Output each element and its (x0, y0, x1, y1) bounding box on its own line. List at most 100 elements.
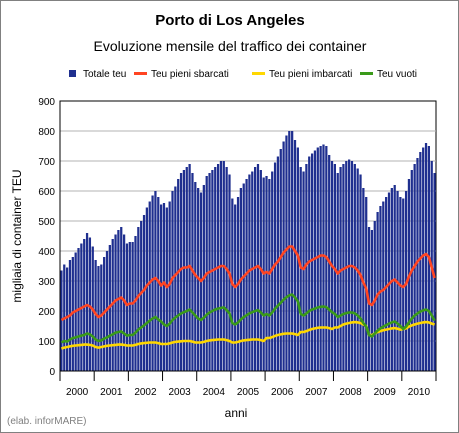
y-tick-label: 500 (38, 217, 55, 228)
x-tick-label: 2009 (374, 387, 397, 398)
bar-totale-teu (282, 141, 285, 371)
chart-title: Porto di Los Angeles (155, 12, 304, 29)
bar-totale-teu (313, 150, 317, 371)
bar-totale-teu (160, 204, 163, 371)
bar-totale-teu (279, 149, 282, 371)
y-axis-label: migliaia di container TEU (10, 169, 24, 302)
bar-totale-teu (125, 243, 129, 371)
legend-item: Teu pieni imbarcati (252, 69, 352, 80)
legend-item: Teu pieni sbarcati (134, 69, 229, 80)
y-tick-label: 700 (38, 157, 55, 168)
x-tick-label: 2008 (339, 387, 362, 398)
legend-label: Teu pieni imbarcati (269, 69, 352, 80)
bar-totale-teu (85, 233, 89, 371)
bar-totale-teu (424, 143, 428, 371)
line-teu-pieni-sbarcati (60, 245, 436, 322)
bar-totale-teu (390, 188, 393, 371)
bar-totale-teu (402, 198, 405, 371)
y-tick-label: 200 (38, 307, 55, 318)
bar-totale-teu (88, 237, 92, 371)
bar-totale-teu (60, 270, 63, 371)
bar-totale-teu (66, 267, 69, 371)
bar-totale-teu (117, 230, 120, 371)
bar-totale-teu (393, 185, 396, 371)
x-tick-label: 2003 (169, 387, 192, 398)
bar-totale-teu (265, 176, 268, 371)
bar-totale-teu (416, 158, 419, 371)
bar-totale-teu (365, 197, 368, 371)
bar-totale-teu (316, 147, 319, 371)
bar-totale-teu (342, 164, 345, 371)
bar-totale-teu (128, 242, 131, 371)
bar-totale-teu (345, 161, 348, 371)
bar-totale-teu (299, 167, 302, 371)
x-axis-label: anni (225, 406, 248, 420)
y-tick-label: 900 (38, 97, 55, 108)
bar-totale-teu (319, 146, 322, 371)
x-tick-label: 2005 (237, 387, 260, 398)
bar-totale-teu (422, 147, 425, 371)
bar-totale-teu (137, 227, 140, 371)
bar-totale-teu (151, 195, 154, 371)
bar-totale-teu (134, 236, 137, 371)
bar-totale-teu (385, 197, 388, 371)
axes (59, 101, 437, 381)
bar-totale-teu (182, 170, 186, 371)
bar-totale-teu (185, 167, 188, 371)
x-tick-label: 2002 (134, 387, 157, 398)
bar-totale-teu (165, 207, 168, 371)
line-teu-vuoti (60, 293, 436, 344)
bar-totale-teu (157, 197, 160, 371)
bar-totale-teu (373, 221, 376, 371)
legend-label: Totale teu (83, 69, 126, 80)
bar-totale-teu (276, 156, 280, 371)
bar-totale-teu (248, 174, 251, 371)
chart-subtitle: Evoluzione mensile del traffico dei cont… (94, 38, 367, 54)
y-tick-label: 800 (38, 127, 55, 138)
bar-totale-teu (179, 173, 183, 371)
x-tick-labels: 2000 2001 2002 2003 2004 2005 2006 2007 2008 2009… (66, 387, 431, 398)
bar-totale-teu (387, 192, 391, 371)
bar-totale-teu (148, 201, 151, 371)
x-tick-label: 2010 (408, 387, 431, 398)
y-tick-label: 400 (38, 247, 55, 258)
bar-totale-teu (379, 206, 382, 371)
legend-item: Teu vuoti (360, 69, 417, 80)
y-tick-labels: 0 100 200 300 400 500 600 700 800 900 (38, 97, 55, 378)
credit-text: (elab. inforMARE) (7, 416, 86, 427)
bar-totale-teu (174, 186, 177, 371)
bar-totale-teu (310, 153, 314, 371)
y-tick-label: 0 (49, 367, 55, 378)
bar-totale-teu (168, 201, 171, 371)
bar-totale-teu (288, 131, 291, 371)
bar-totale-teu (142, 215, 146, 371)
legend-label: Teu pieni sbarcati (151, 69, 229, 80)
bar-totale-teu (251, 171, 254, 371)
bar-totale-teu (131, 242, 134, 371)
bar-totale-teu (154, 191, 157, 371)
bar-totale-teu (419, 152, 422, 371)
plot-area (59, 100, 437, 372)
bar-totale-teu (285, 135, 288, 371)
y-tick-label: 100 (38, 337, 55, 348)
bar-totale-teu (100, 264, 103, 371)
bar-totale-teu (83, 239, 86, 371)
legend-item: Totale teu (69, 69, 126, 80)
bar-totale-teu (305, 164, 308, 371)
bar-totale-teu (322, 144, 325, 371)
x-tick-label: 2001 (100, 387, 123, 398)
bar-totale-teu (114, 234, 117, 371)
bar-totale-teu (291, 131, 294, 371)
bar-totale-teu (140, 221, 143, 371)
legend-swatch (69, 70, 76, 77)
x-tick-label: 2004 (203, 387, 226, 398)
bar-totale-teu (433, 173, 436, 371)
legend: Totale teu Teu pieni sbarcati Teu pieni im… (69, 69, 417, 80)
grid-lines (60, 130, 436, 342)
bar-totale-teu (145, 207, 148, 371)
bar-totale-teu (162, 203, 166, 371)
y-tick-label: 300 (38, 277, 55, 288)
bar-totale-teu (339, 167, 342, 371)
